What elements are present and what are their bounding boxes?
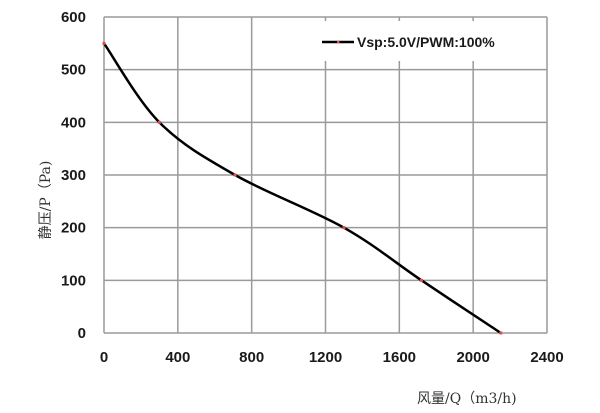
y-tick-label: 200: [61, 220, 86, 237]
x-tick-label: 1600: [383, 349, 416, 366]
y-axis-title: 静压/P（Pa): [38, 161, 54, 240]
data-point-marker: [342, 226, 346, 230]
data-point-marker: [157, 120, 161, 124]
legend-label: Vsp:5.0V/PWM:100%: [357, 34, 495, 50]
y-tick-label: 400: [61, 114, 86, 131]
y-axis-ticks: 0 100 200 300 400 500 600: [61, 9, 86, 342]
x-tick-label: 800: [239, 349, 264, 366]
pq-curve: [102, 41, 503, 335]
y-tick-label: 0: [78, 325, 86, 342]
data-point-marker: [419, 278, 423, 282]
y-tick-label: 300: [61, 167, 86, 184]
data-point-marker: [233, 173, 237, 177]
y-tick-label: 100: [61, 272, 86, 289]
x-tick-label: 2400: [530, 349, 563, 366]
x-tick-label: 2000: [456, 349, 489, 366]
x-axis-ticks: 0 400 800 1200 1600 2000 2400: [100, 349, 564, 366]
x-axis-title: 风量/Q（m3/h): [417, 391, 517, 407]
y-tick-label: 500: [61, 62, 86, 79]
x-tick-label: 0: [100, 349, 108, 366]
legend: Vsp:5.0V/PWM:100%: [312, 21, 546, 61]
legend-marker-icon: [337, 41, 340, 44]
x-tick-label: 1200: [309, 349, 342, 366]
data-point-marker: [102, 41, 106, 45]
series-line: [102, 42, 502, 335]
data-point-marker: [499, 331, 503, 335]
grid-lines: [103, 16, 548, 334]
x-tick-label: 400: [165, 349, 190, 366]
y-tick-label: 600: [61, 9, 86, 26]
